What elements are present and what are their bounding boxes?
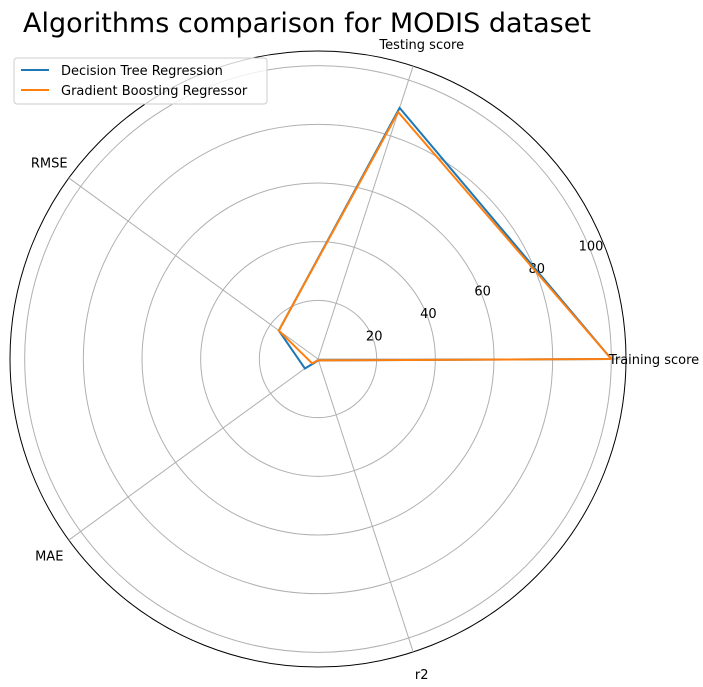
axis-spoke	[317, 358, 414, 653]
radial-tick-label: 40	[420, 307, 437, 322]
legend-box	[13, 57, 268, 105]
legend: Decision Tree Regression Gradient Boostin…	[13, 57, 268, 105]
axis-spoke	[68, 358, 319, 541]
radial-tick-label: 100	[579, 240, 604, 255]
category-label: RMSE	[31, 156, 68, 171]
chart-title: Algorithms comparison for MODIS dataset	[23, 8, 591, 39]
category-label: Testing score	[378, 38, 464, 53]
series-line-1	[277, 110, 613, 365]
legend-label: Gradient Boosting Regressor	[61, 84, 248, 99]
category-label: MAE	[35, 550, 63, 565]
category-label: r2	[415, 668, 429, 683]
category-labels: Training score Testing score RMSE MAE r2	[31, 38, 699, 683]
axis-spoke	[68, 177, 319, 360]
series-lines	[277, 106, 613, 370]
category-label: Training score	[608, 353, 699, 368]
legend-label: Decision Tree Regression	[61, 64, 223, 79]
radial-tick-label: 20	[366, 330, 383, 345]
radial-tick-label: 60	[474, 285, 491, 300]
